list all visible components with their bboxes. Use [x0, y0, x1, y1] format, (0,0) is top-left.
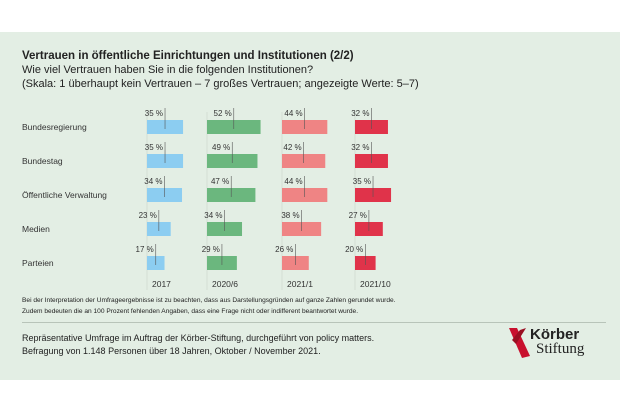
- data-label: 27 %: [349, 211, 367, 220]
- category-label: Parteien: [22, 258, 54, 268]
- data-label: 34 %: [204, 211, 222, 220]
- data-label: 17 %: [136, 245, 154, 254]
- data-label: 49 %: [212, 143, 230, 152]
- logo-text-koerber: Körber: [530, 326, 580, 343]
- data-label: 38 %: [281, 211, 299, 220]
- year-label: 2021/1: [287, 279, 313, 289]
- data-label: 32 %: [351, 143, 369, 152]
- source-note: Repräsentative Umfrage im Auftrag der Kö…: [22, 333, 375, 343]
- year-label: 2021/10: [360, 279, 391, 289]
- source-note: Befragung von 1.148 Personen über 18 Jah…: [22, 346, 321, 356]
- data-label: 26 %: [275, 245, 293, 254]
- bar-chart: Bundesregierung Bundestag Öffentliche Verw…: [22, 108, 392, 290]
- data-label: 42 %: [283, 143, 301, 152]
- category-label: Öffentliche Verwaltung: [22, 190, 107, 200]
- data-label: 32 %: [351, 109, 369, 118]
- footnote: Zudem bedeuten die an 100 Prozent fehlen…: [22, 308, 359, 315]
- koerber-stiftung-logo: Körber Stiftung: [506, 326, 606, 362]
- logo-text-stiftung: Stiftung: [536, 341, 585, 357]
- year-label: 2020/6: [212, 279, 238, 289]
- category-label: Bundesregierung: [22, 122, 87, 132]
- chart-subtitle-question: Wie viel Vertrauen haben Sie in die folg…: [22, 64, 314, 76]
- data-label: 35 %: [145, 109, 163, 118]
- data-label: 44 %: [284, 109, 302, 118]
- data-label: 44 %: [284, 177, 302, 186]
- data-label: 35 %: [353, 177, 371, 186]
- category-label: Medien: [22, 224, 50, 234]
- data-label: 34 %: [144, 177, 162, 186]
- data-label: 20 %: [345, 245, 363, 254]
- footnote: Bei der Interpretation der Umfrageergebn…: [22, 297, 396, 304]
- data-label: 52 %: [214, 109, 232, 118]
- divider: [22, 322, 606, 323]
- data-label: 23 %: [139, 211, 157, 220]
- logo-mark-icon: [509, 328, 530, 358]
- data-label: 29 %: [202, 245, 220, 254]
- year-label: 2017: [152, 279, 171, 289]
- data-label: 35 %: [145, 143, 163, 152]
- chart-subtitle-scale: (Skala: 1 überhaupt kein Vertrauen – 7 g…: [22, 78, 419, 90]
- category-label: Bundestag: [22, 156, 63, 166]
- data-label: 47 %: [211, 177, 229, 186]
- chart-title: Vertrauen in öffentliche Einrichtungen u…: [22, 50, 354, 62]
